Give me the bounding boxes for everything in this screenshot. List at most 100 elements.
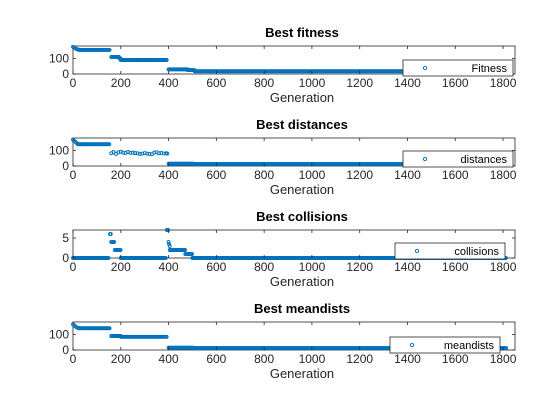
y-tick-label: 0 — [62, 159, 69, 173]
x-tick-label: 1400 — [394, 352, 421, 366]
legend-marker — [414, 248, 420, 254]
x-tick-label: 1400 — [394, 260, 421, 274]
x-axis-label: Generation — [270, 366, 334, 381]
data-point — [164, 334, 169, 339]
data-point — [167, 242, 171, 246]
data-point — [142, 151, 147, 156]
y-tick-label: 0 — [62, 251, 69, 265]
legend: distances — [402, 150, 514, 168]
x-tick-label: 200 — [111, 168, 131, 182]
x-tick-label: 200 — [111, 76, 131, 90]
x-tick-label: 1000 — [299, 168, 326, 182]
x-tick-label: 400 — [159, 76, 179, 90]
legend-marker — [422, 65, 428, 71]
legend-label: meandists — [444, 340, 495, 352]
legend: meandists — [389, 336, 501, 354]
subplot-title: Best collisions — [256, 209, 348, 224]
x-tick-label: 1600 — [442, 260, 469, 274]
data-point — [152, 150, 157, 155]
data-point — [121, 150, 126, 155]
y-tick-label: 100 — [49, 327, 69, 341]
data-point — [112, 240, 117, 244]
x-tick-label: 200 — [111, 260, 131, 274]
subplot-title: Best meandists — [254, 301, 350, 316]
legend: collisions — [394, 242, 506, 260]
data-point — [130, 150, 135, 155]
legend-box — [402, 150, 514, 168]
x-tick-label: 1800 — [490, 352, 517, 366]
x-tick-label: 1800 — [490, 260, 517, 274]
data-point — [111, 150, 116, 154]
x-tick-label: 1200 — [346, 168, 373, 182]
x-axis-label: Generation — [270, 182, 334, 197]
y-tick-label: 100 — [49, 51, 69, 65]
data-point — [190, 252, 194, 256]
x-tick-label: 0 — [70, 352, 77, 366]
data-point — [116, 150, 121, 155]
data-point — [183, 248, 188, 252]
data-point — [107, 47, 112, 52]
x-tick-label: 1600 — [442, 352, 469, 366]
x-tick-label: 1000 — [299, 260, 326, 274]
data-point — [118, 248, 123, 252]
x-tick-label: 600 — [206, 260, 226, 274]
data-point — [166, 240, 171, 244]
x-tick-label: 600 — [206, 76, 226, 90]
x-tick-label: 600 — [206, 168, 226, 182]
legend-label: distances — [461, 154, 508, 166]
x-tick-label: 1800 — [490, 76, 517, 90]
data-point — [107, 326, 112, 331]
data-point — [128, 150, 133, 155]
x-tick-label: 200 — [111, 352, 131, 366]
data-point — [106, 256, 111, 260]
x-tick-label: 800 — [254, 260, 274, 274]
data-point — [133, 151, 138, 156]
legend-box — [389, 336, 501, 354]
x-tick-label: 0 — [70, 168, 77, 182]
subplot-title: Best fitness — [265, 25, 339, 40]
x-tick-label: 1800 — [490, 168, 517, 182]
x-axis-label: Generation — [270, 90, 334, 105]
legend-box — [394, 242, 506, 260]
data-point — [163, 256, 168, 260]
x-tick-label: 400 — [159, 260, 179, 274]
x-tick-label: 0 — [70, 76, 77, 90]
data-point — [159, 150, 164, 155]
x-tick-label: 800 — [254, 352, 274, 366]
subplot-title: Best distances — [256, 117, 348, 132]
x-tick-label: 1600 — [442, 168, 469, 182]
legend-box — [402, 59, 514, 77]
legend-marker — [409, 342, 415, 348]
data-point — [166, 228, 171, 232]
x-tick-label: 400 — [159, 168, 179, 182]
x-axis-label: Generation — [270, 274, 334, 289]
x-tick-label: 400 — [159, 352, 179, 366]
x-tick-label: 1200 — [346, 260, 373, 274]
data-point — [167, 244, 172, 248]
data-point — [108, 232, 113, 236]
x-tick-label: 800 — [254, 76, 274, 90]
data-point — [147, 151, 152, 156]
legend-label: collisions — [454, 246, 499, 258]
legend: Fitness — [402, 59, 514, 77]
data-point — [504, 346, 509, 351]
data-point — [135, 151, 140, 156]
y-tick-label: 5 — [62, 231, 69, 245]
data-point — [157, 151, 161, 156]
x-tick-label: 1000 — [299, 76, 326, 90]
x-tick-label: 1000 — [299, 352, 326, 366]
data-point — [145, 151, 150, 156]
data-series-Fitness — [71, 44, 509, 74]
data-point — [140, 151, 145, 156]
x-tick-label: 800 — [254, 168, 274, 182]
x-tick-label: 1200 — [346, 352, 373, 366]
data-point — [161, 151, 166, 156]
legend-label: Fitness — [472, 63, 508, 75]
data-point — [164, 58, 169, 62]
x-tick-label: 1200 — [346, 76, 373, 90]
